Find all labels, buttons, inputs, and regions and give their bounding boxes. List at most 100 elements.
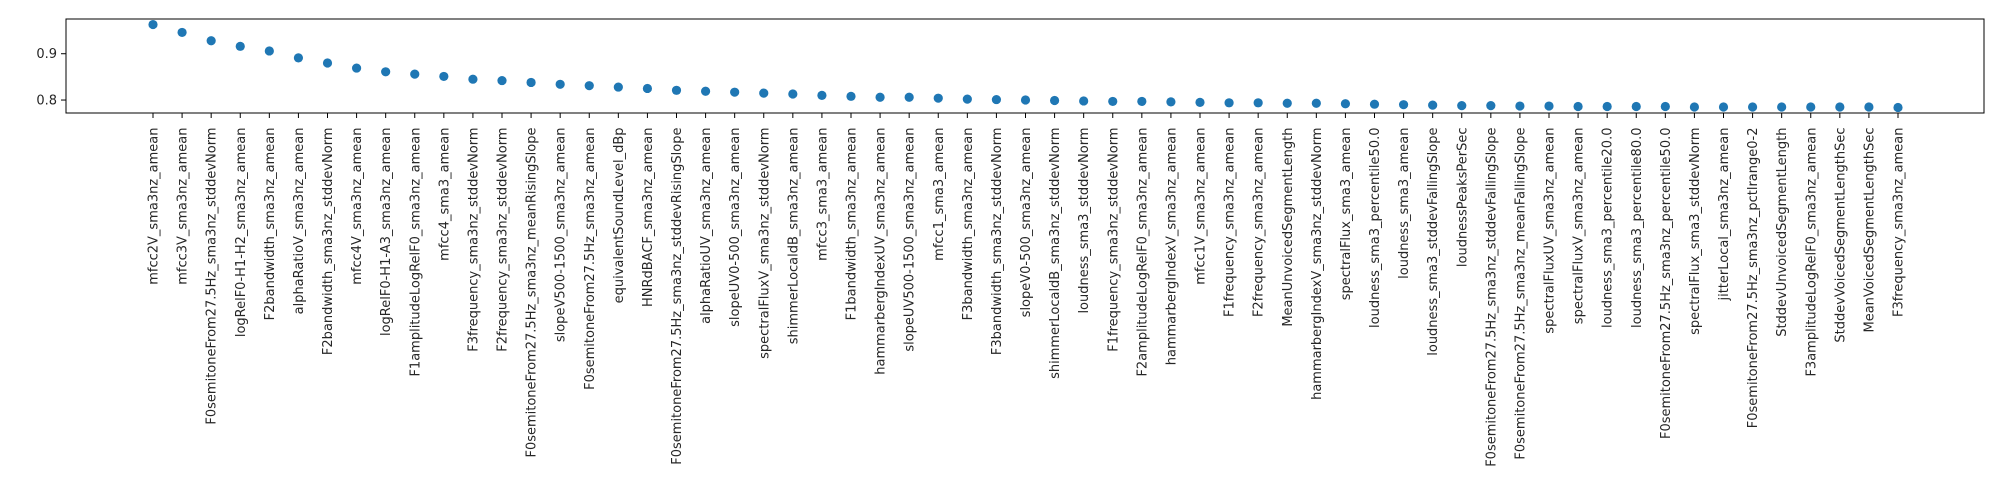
x-category-label: loudness_sma3_amean: [1397, 128, 1412, 279]
data-point: [381, 67, 391, 77]
data-point: [730, 87, 740, 97]
data-point: [264, 46, 274, 56]
x-category-label: loudness_sma3_stddevFallingSlope: [1426, 128, 1441, 356]
x-category-label: mfcc4V_sma3nz_amean: [350, 128, 365, 285]
data-point: [1079, 96, 1089, 106]
x-category-label: loudness_sma3_percentile50.0: [1368, 128, 1383, 328]
data-point: [1544, 101, 1554, 111]
data-point: [991, 94, 1002, 105]
x-category-label: F0semitoneFrom27.5Hz_sma3nz_stddevNorm: [205, 128, 220, 425]
x-category-label: jitterLocal_sma3nz_amean: [1717, 128, 1732, 302]
x-category-label: spectralFluxV_sma3nz_amean: [1572, 128, 1587, 325]
x-category-label: hammarbergIndexUV_sma3nz_amean: [874, 127, 889, 374]
data-point: [1282, 98, 1292, 108]
x-category-label: slopeV0-500_sma3nz_amean: [1019, 128, 1034, 318]
data-point: [933, 93, 943, 103]
data-point: [759, 88, 769, 98]
x-category-label: F1amplitudeLogRelF0_sma3nz_amean: [408, 128, 423, 377]
x-category-label: spectralFlux_sma3_stddevNorm: [1688, 128, 1703, 335]
data-point: [1515, 101, 1525, 111]
x-category-label: spectralFluxV_sma3nz_stddevNorm: [757, 128, 772, 359]
x-category-label: MeanVoicedSegmentLengthSec: [1862, 127, 1877, 332]
data-point: [1253, 98, 1263, 108]
data-point: [177, 27, 187, 38]
data-point: [1573, 101, 1583, 112]
x-category-label: F0semitoneFrom27.5Hz_sma3nz_percentile50…: [1659, 128, 1674, 440]
x-category-label: mfcc1_sma3_amean: [932, 128, 947, 261]
data-point: [1195, 97, 1205, 107]
x-category-label: slopeUV500-1500_sma3nz_amean: [903, 128, 918, 352]
x-category-label: hammarbergIndexV_sma3nz_amean: [1164, 128, 1179, 366]
data-point: [468, 74, 478, 84]
data-point: [1864, 102, 1874, 112]
y-tick-label: 0.9: [36, 47, 57, 62]
x-category-label: equivalentSoundLevel_dBp: [612, 128, 627, 304]
x-category-label: mfcc4_sma3_amean: [437, 128, 452, 261]
data-point: [788, 89, 798, 99]
data-point: [875, 92, 885, 102]
x-category-label: mfcc1V_sma3nz_amean: [1194, 128, 1209, 285]
x-category-label: spectralFlux_sma3_amean: [1339, 128, 1354, 301]
data-point: [1602, 101, 1612, 112]
data-point: [1689, 102, 1700, 112]
x-category-label: hammarbergIndexV_sma3nz_stddevNorm: [1310, 128, 1325, 400]
x-category-label: F0semitoneFrom27.5Hz_sma3nz_pctlrange0-2: [1746, 128, 1761, 429]
data-point: [613, 82, 623, 92]
data-point: [555, 79, 565, 89]
x-category-label: F3amplitudeLogRelF0_sma3nz_amean: [1804, 128, 1819, 377]
data-point: [235, 41, 245, 51]
data-point: [962, 94, 972, 104]
x-category-label: loudness_sma3_percentile80.0: [1630, 128, 1645, 328]
data-point: [322, 58, 333, 68]
y-axis: 0.8 0.9: [36, 47, 66, 109]
data-point: [293, 53, 304, 63]
data-point: [904, 92, 914, 102]
data-point: [1893, 102, 1903, 113]
x-category-label: logRelF0-H1-A3_sma3nz_amean: [379, 127, 394, 336]
y-tick-label: 0.8: [36, 94, 57, 109]
x-category-label: loudness_sma3_stddevNorm: [1077, 128, 1092, 314]
x-category-label: F0semitoneFrom27.5Hz_sma3nz_meanFallingS…: [1513, 128, 1528, 460]
data-point: [439, 71, 449, 82]
x-category-label: alphaRatioUV_sma3nz_amean: [699, 128, 714, 324]
data-point: [817, 90, 827, 101]
data-point: [1631, 101, 1641, 112]
x-category-label: F2frequency_sma3nz_amean: [1252, 128, 1267, 318]
x-category-label: mfcc2V_sma3nz_amean: [147, 128, 162, 285]
data-point: [1224, 98, 1234, 108]
x-axis: mfcc2V_sma3nz_amean mfcc3V_sma3nz_amean F0…: [147, 113, 1907, 467]
data-point: [1660, 101, 1670, 112]
data-point: [1020, 95, 1031, 105]
data-point: [671, 85, 682, 95]
x-category-label: shimmerLocaldB_sma3nz_stddevNorm: [1048, 128, 1063, 379]
data-point: [410, 69, 420, 79]
x-category-label: F1frequency_sma3nz_amean: [1223, 128, 1238, 318]
data-point: [351, 63, 362, 73]
x-category-label: HNRdBACF_sma3nz_amean: [641, 128, 656, 308]
x-category-label: StddevVoicedSegmentLengthSec: [1833, 128, 1848, 343]
data-point: [1340, 99, 1351, 109]
x-category-label: F3bandwidth_sma3nz_stddevNorm: [990, 128, 1005, 356]
x-category-label: slopeUV0-500_sma3nz_amean: [728, 128, 743, 327]
x-category-label: F3bandwidth_sma3nz_amean: [961, 127, 976, 320]
x-category-label: F2amplitudeLogRelF0_sma3nz_amean: [1135, 128, 1150, 377]
x-category-label: F0semitoneFrom27.5Hz_sma3nz_amean: [583, 128, 598, 390]
data-point: [1398, 100, 1409, 110]
data-point: [1428, 100, 1438, 110]
x-category-label: shimmerLocaldB_sma3nz_amean: [786, 128, 801, 345]
data-point: [1835, 102, 1845, 112]
x-category-label: MeanUnvoicedSegmentLength: [1281, 128, 1296, 327]
data-point: [1311, 98, 1321, 108]
data-point: [148, 19, 158, 30]
x-category-label: F1bandwidth_sma3nz_amean: [845, 128, 860, 321]
x-category-label: F0semitoneFrom27.5Hz_sma3nz_stddevRising…: [670, 128, 685, 465]
data-point: [1049, 95, 1060, 106]
x-category-label: mfcc3_sma3_amean: [815, 128, 830, 261]
data-point: [584, 81, 594, 91]
data-point: [1457, 100, 1467, 111]
data-points: [148, 19, 1903, 113]
data-point: [1369, 99, 1380, 109]
data-point: [1747, 102, 1758, 112]
data-point: [642, 83, 653, 94]
